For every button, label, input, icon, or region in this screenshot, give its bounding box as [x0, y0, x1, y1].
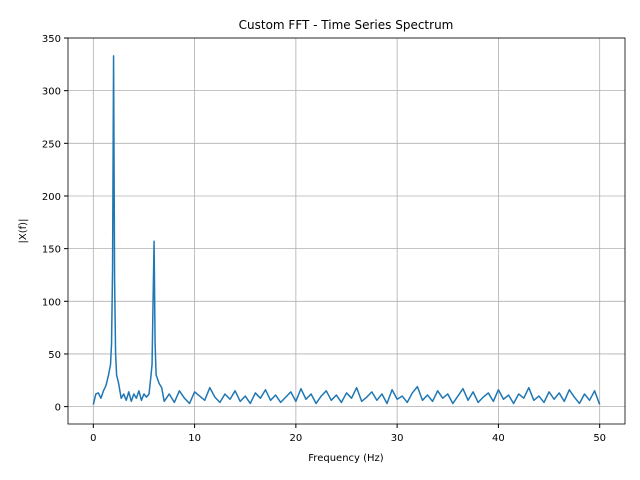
plot-frame — [67, 37, 626, 425]
y-tick-label: 300 — [42, 87, 61, 98]
line-series — [92, 55, 601, 405]
x-axis-label: Frequency (Hz) — [308, 453, 384, 464]
y-axis-label: |X(f)| — [18, 219, 29, 244]
x-tick-label: 40 — [492, 433, 505, 444]
chart-title: Custom FFT - Time Series Spectrum — [239, 18, 454, 32]
x-tick-label: 50 — [593, 433, 606, 444]
y-tick-label: 0 — [55, 403, 61, 414]
y-tick-label: 100 — [42, 297, 61, 308]
y-tick-label: 50 — [48, 350, 61, 361]
y-tick-label: 250 — [42, 139, 61, 150]
x-tick-label: 0 — [90, 433, 96, 444]
x-tick-label: 20 — [289, 433, 302, 444]
y-tick-label: 200 — [42, 192, 61, 203]
x-tick-label: 10 — [188, 433, 201, 444]
x-tick-label: 30 — [391, 433, 404, 444]
y-tick-label: 350 — [42, 34, 61, 45]
y-tick-label: 150 — [42, 245, 61, 256]
